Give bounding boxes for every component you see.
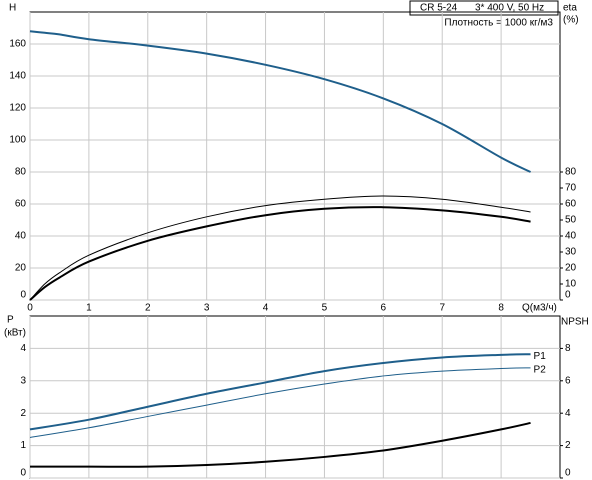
y-tick-label: 20 (15, 263, 27, 274)
y-tick-label: 100 (9, 135, 26, 146)
y-axis-label: H (9, 3, 16, 14)
y2-tick-label: 50 (565, 215, 577, 226)
x-tick-label: 6 (381, 303, 387, 314)
plot-frame (29, 315, 561, 479)
y-axis-unit: (кВт) (4, 328, 26, 339)
y-tick-label: 80 (15, 167, 27, 178)
y2-tick-label: 0 (565, 468, 571, 479)
y2-axis-unit: (%) (563, 15, 579, 26)
y-tick-label: 0 (20, 290, 26, 301)
plot-frame (29, 11, 561, 301)
curve (29, 195, 531, 301)
y-tick-label: 60 (15, 199, 27, 210)
x-tick-label: 0 (27, 303, 33, 314)
y-tick-label: 140 (9, 71, 26, 82)
chart-title: CR 5-24 (420, 3, 458, 14)
y2-tick-label: 0 (565, 290, 571, 301)
x-tick-label: 2 (145, 303, 151, 314)
x-tick-label: 5 (322, 303, 328, 314)
y-tick-label: 160 (9, 39, 26, 50)
curve (29, 367, 531, 438)
y-tick-label: 120 (9, 103, 26, 114)
x-tick-label: 7 (439, 303, 445, 314)
y-tick-label: 1 (20, 440, 26, 451)
y2-tick-label: 2 (565, 440, 571, 451)
y2-tick-label: 20 (565, 263, 577, 274)
curve (30, 421, 531, 468)
y2-axis-label: eta (563, 3, 577, 14)
y-tick-label: 2 (20, 408, 26, 419)
y-tick-label: 3 (20, 375, 26, 386)
y-tick-label: 40 (15, 231, 27, 242)
x-axis-label: Q(м3/ч) (522, 303, 557, 314)
x-tick-label: 8 (498, 303, 504, 314)
curve (29, 30, 531, 173)
density-note: Плотность = 1000 кг/м3 (444, 18, 553, 29)
y2-tick-label: 8 (565, 343, 571, 354)
curve-label: P2 (534, 364, 547, 375)
y2-tick-label: 10 (565, 279, 577, 290)
y2-tick-label: 30 (565, 247, 577, 258)
curve (29, 353, 531, 431)
y-tick-label: 0 (20, 468, 26, 479)
chart-subtitle: 3* 400 V, 50 Hz (475, 3, 544, 14)
x-tick-label: 3 (204, 303, 210, 314)
x-tick-label: 4 (263, 303, 269, 314)
y-axis-label: P (7, 315, 14, 326)
y2-tick-label: 4 (565, 408, 571, 419)
y2-tick-label: 80 (565, 167, 577, 178)
y2-tick-label: 70 (565, 183, 577, 194)
y-tick-label: 4 (20, 343, 26, 354)
y2-tick-label: 6 (565, 375, 571, 386)
curve (29, 206, 531, 301)
y2-axis-label: NPSH (561, 317, 589, 328)
x-tick-label: 1 (86, 303, 92, 314)
y2-tick-label: 60 (565, 199, 577, 210)
curve-label: P1 (534, 351, 547, 362)
y2-tick-label: 40 (565, 231, 577, 242)
